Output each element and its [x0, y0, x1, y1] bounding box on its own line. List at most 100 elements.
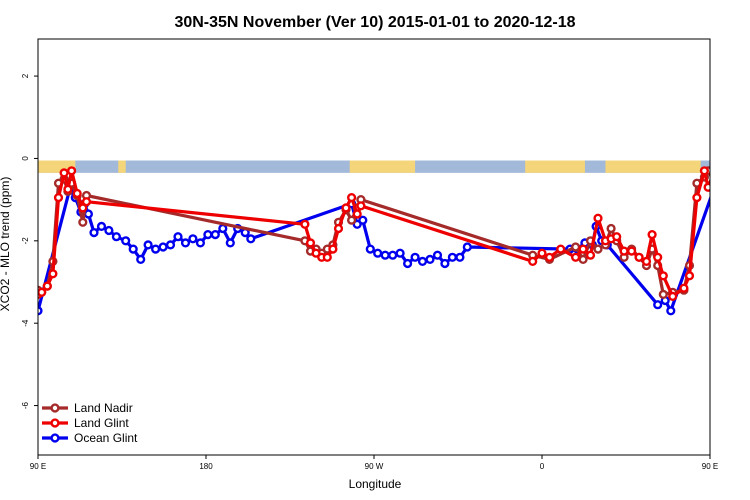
data-point: [709, 178, 710, 184]
data-point: [341, 203, 351, 213]
data-point: [48, 269, 58, 279]
y-tick-label: 2: [21, 73, 30, 78]
data-point: [729, 219, 736, 226]
data-point: [626, 246, 637, 256]
data-point: [158, 242, 168, 252]
data-point: [440, 258, 450, 269]
series-2: [38, 184, 750, 316]
x-tick-label: 90 E: [30, 462, 46, 471]
data-point: [578, 254, 588, 265]
data-point: [725, 192, 732, 199]
data-point: [59, 168, 69, 178]
data-point: [666, 306, 676, 316]
data-point: [210, 230, 220, 240]
data-point: [699, 166, 710, 176]
data-point: [735, 198, 742, 205]
y-tick-label: 0: [21, 156, 30, 161]
data-point: [78, 217, 88, 227]
data-point: [203, 230, 213, 240]
data-point: [322, 252, 332, 262]
data-point: [585, 250, 596, 260]
y-tick-label: -6: [21, 401, 30, 409]
data-point: [653, 252, 663, 262]
data-point: [606, 223, 616, 234]
data-point: [692, 193, 702, 203]
data-point: [38, 306, 43, 316]
x-axis-label: Longitude: [349, 477, 402, 491]
data-point: [746, 221, 750, 228]
data-point: [89, 228, 99, 238]
legend-entry: Land Nadir: [42, 401, 133, 415]
data-point: [72, 188, 82, 199]
land-segment: [118, 160, 126, 173]
x-tick-label: 180: [199, 462, 213, 471]
data-point: [729, 209, 736, 216]
data-point: [537, 248, 547, 258]
data-point: [432, 250, 443, 260]
legend-swatch-marker: [50, 433, 60, 443]
data-point: [709, 186, 710, 193]
data-point: [83, 209, 94, 219]
data-point: [410, 252, 420, 262]
land-segment: [525, 160, 585, 173]
data-point: [136, 254, 146, 265]
data-point: [593, 244, 603, 254]
data-point: [63, 184, 73, 194]
data-point: [328, 244, 338, 254]
x-tick-label: 90 E: [702, 462, 718, 471]
data-point: [447, 252, 458, 262]
legend-label: Land Nadir: [74, 401, 133, 415]
data-point: [619, 246, 629, 256]
data-point: [53, 193, 64, 203]
data-point: [373, 248, 383, 258]
data-point: [593, 213, 603, 223]
data-point: [66, 166, 77, 176]
data-point: [151, 244, 161, 254]
land-ocean-mask: [38, 160, 710, 173]
data-point: [128, 244, 138, 254]
legend-swatch-marker: [50, 418, 60, 428]
data-point: [417, 256, 428, 267]
data-point: [738, 229, 745, 236]
y-tick-label: -2: [21, 237, 30, 245]
data-point: [96, 221, 107, 232]
x-tick-label: 0: [540, 462, 545, 471]
series-1: [38, 166, 742, 302]
y-tick-label: -4: [21, 319, 30, 327]
data-point: [195, 238, 206, 248]
data-point: [722, 202, 729, 209]
data-point: [111, 232, 122, 242]
data-point: [180, 238, 191, 248]
data-point: [121, 236, 131, 246]
data-point: [544, 252, 555, 262]
data-point: [658, 289, 668, 300]
data-point: [218, 223, 228, 234]
data-point: [634, 252, 644, 262]
data-point: [709, 170, 710, 176]
land-segment: [349, 160, 416, 173]
data-point: [300, 219, 310, 229]
data-point: [455, 252, 465, 262]
data-point: [143, 240, 153, 250]
data-point: [725, 196, 732, 203]
data-point: [556, 244, 566, 254]
data-point: [388, 250, 398, 260]
data-point: [716, 184, 723, 191]
legend-entry: Ocean Glint: [42, 431, 138, 445]
data-point: [104, 225, 114, 236]
data-point: [570, 252, 581, 262]
data-point: [612, 232, 622, 242]
data-point: [305, 238, 316, 248]
legend-label: Ocean Glint: [74, 431, 138, 445]
x-tick-label: 90 W: [365, 462, 384, 471]
data-point: [38, 287, 47, 297]
data-point: [528, 256, 538, 267]
data-point: [703, 182, 710, 192]
data-point: [365, 244, 375, 254]
data-point: [81, 197, 92, 207]
data-point: [718, 194, 725, 201]
data-point: [462, 242, 472, 252]
data-point: [578, 244, 588, 254]
